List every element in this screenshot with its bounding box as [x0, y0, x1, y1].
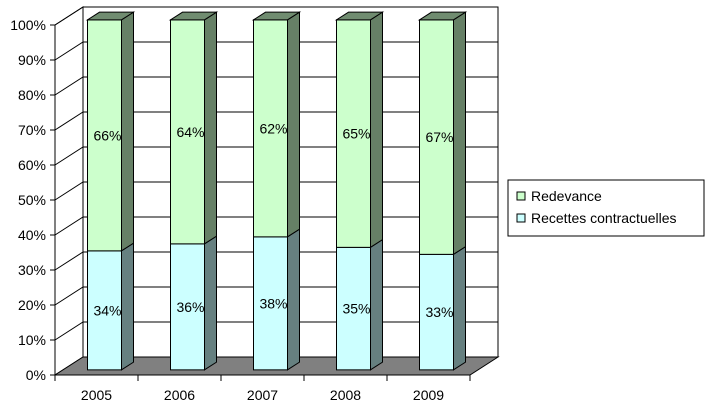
bar-segment-2005-redevance: 66% [85, 11, 136, 252]
bar-front [87, 19, 122, 252]
x-tick-label: 2007 [247, 387, 278, 403]
y-tick-label: 0% [26, 367, 46, 383]
data-label: 66% [93, 127, 121, 143]
bar-side [287, 228, 300, 371]
bar-side [453, 245, 466, 371]
bar-segment-2006-recettes: 36% [170, 235, 217, 371]
y-tick-label: 10% [18, 332, 46, 348]
y-tick-label: 30% [18, 262, 46, 278]
bar-front [253, 19, 288, 238]
bar-front [253, 236, 288, 371]
bar-side [370, 238, 383, 371]
data-label: 36% [176, 299, 204, 315]
legend-label: Redevance [531, 188, 602, 204]
bars: 34% 66% 36% 64% 38% 62% 35% 65% 33% 67% [85, 11, 468, 371]
bar-segment-2008-redevance: 65% [334, 11, 385, 249]
bar-segment-2008-recettes: 35% [336, 238, 383, 371]
data-label: 67% [425, 129, 453, 145]
bar-segment-2009-redevance: 67% [417, 11, 468, 256]
legend-swatch [516, 191, 526, 201]
y-tick-label: 60% [18, 157, 46, 173]
bar-side [204, 235, 217, 371]
x-tick-label: 2006 [164, 387, 195, 403]
data-label: 35% [342, 301, 370, 317]
data-label: 38% [259, 295, 287, 311]
bar-top [334, 11, 385, 21]
bar-front [170, 243, 205, 371]
gridline [54, 6, 498, 26]
bar-segment-2005-recettes: 34% [87, 242, 134, 371]
bar-segment-2006-redevance: 64% [168, 11, 219, 245]
bar-segment-2007-redevance: 62% [251, 11, 302, 238]
x-tick-label: 2005 [81, 387, 112, 403]
bar-top [85, 11, 136, 21]
legend: Redevance Recettes contractuelles [507, 179, 705, 237]
bar-front [170, 19, 205, 245]
y-tick-label: 90% [18, 52, 46, 68]
bar-top [417, 11, 468, 21]
bar-side [204, 11, 217, 245]
bar-side [121, 242, 134, 371]
y-tick-label: 40% [18, 227, 46, 243]
y-tick-label: 70% [18, 122, 46, 138]
x-tick-label: 2008 [330, 387, 361, 403]
legend-label: Recettes contractuelles [531, 210, 677, 226]
y-tick-label: 20% [18, 297, 46, 313]
bar-side [121, 11, 134, 252]
bar-segment-2009-recettes: 33% [419, 245, 466, 371]
y-tick-label: 50% [18, 192, 46, 208]
bar-top [251, 11, 302, 21]
bar-side [453, 11, 466, 256]
x-axis: 2005 2006 2007 2008 2009 [54, 374, 471, 403]
data-label: 34% [93, 302, 121, 318]
legend-box [507, 179, 705, 237]
y-tick-label: 80% [18, 87, 46, 103]
data-label: 33% [425, 304, 453, 320]
legend-swatch [516, 213, 526, 223]
data-label: 65% [342, 126, 370, 142]
bar-top [168, 11, 219, 21]
bar-side [370, 11, 383, 249]
y-tick-label: 100% [10, 17, 46, 33]
data-label: 64% [176, 124, 204, 140]
bar-segment-2007-recettes: 38% [253, 228, 300, 371]
x-tick-label: 2009 [413, 387, 444, 403]
bar-side [287, 11, 300, 238]
data-label: 62% [259, 120, 287, 136]
y-axis: 0% 10% 20% 30% 40% 50% 60% 70% 80% 90% 100% [10, 17, 56, 383]
